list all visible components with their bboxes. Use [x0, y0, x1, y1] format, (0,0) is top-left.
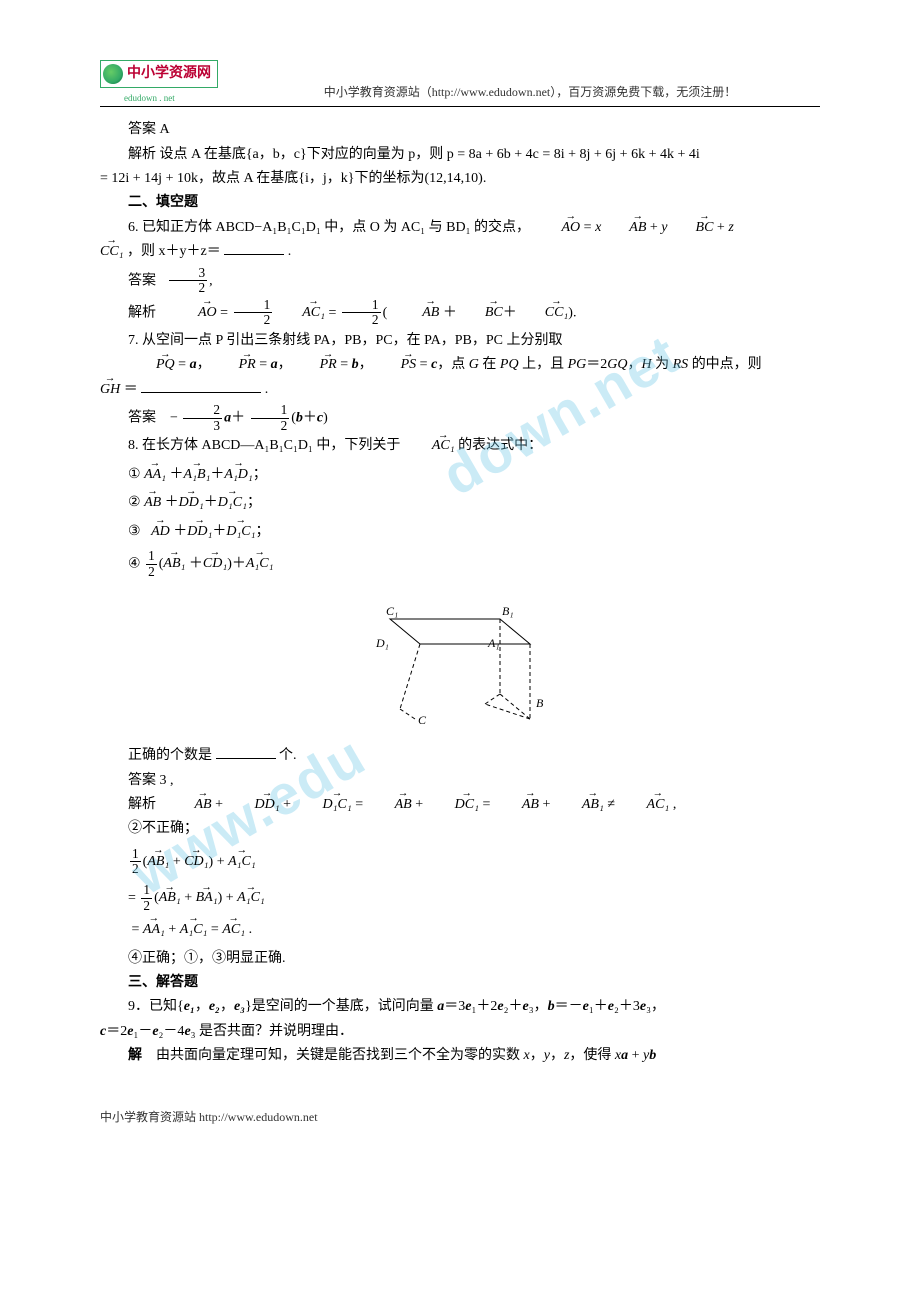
explanation-p2: = 12i + 14j + 10k，故点 A 在基底{i，j，k}下的坐标为(1…	[100, 168, 820, 190]
logo-text: 中小学资源网	[127, 63, 211, 85]
blank-q8	[216, 745, 276, 759]
q7-period: .	[265, 382, 269, 397]
fn6: 1	[130, 847, 141, 863]
header-divider	[100, 106, 820, 107]
q6-answer: 答案 3 2 ,	[100, 266, 820, 296]
q6-explanation: 解析 AO = 1 2 AC₁ = 1 2 ( AB ＋BC＋CC₁).	[100, 298, 820, 328]
q6: 6. 已知正方体 ABCD−A₁B₁C₁D₁ 中，点 O 为 AC₁ 与 BD₁…	[100, 217, 820, 239]
expl-label-3: 解析	[128, 797, 156, 812]
q9-line2: c＝2e₁－e₂－4e₃ 是否共面？并说明理由．	[100, 1021, 820, 1043]
vec-AO: AO	[533, 217, 580, 239]
q7-body: = a，PR = a，PR = b，PS = c，点 G 在 PQ 上，且 PG…	[178, 357, 762, 372]
q8-opt3: ③ AD ＋DD₁＋D₁C₁；	[128, 521, 820, 543]
frac-2-3: 2 3	[183, 403, 222, 433]
q8-opt1: ① AA₁ ＋A₁B₁＋A₁D₁；	[128, 464, 820, 486]
vec-GH: GH	[100, 379, 120, 401]
expl-text: 解析 设点 A 在基底{a，b，c}下对应的向量为 p，则 p = 8a + 6…	[128, 147, 700, 162]
globe-icon	[103, 64, 123, 84]
q8-explanation-5: = AA₁ + A₁C₁ = AC₁ .	[128, 919, 820, 941]
q8-tail: 的表达式中：	[458, 438, 542, 453]
q8-explanation-4: = 1 2 (AB₁ + BA₁) + A₁C₁	[128, 883, 820, 913]
blank-q6	[224, 241, 284, 255]
q9-solution: 解 由共面向量定理可知，关键是能否找到三个不全为零的实数 x，y，z，使得 xa…	[100, 1045, 820, 1067]
frac-half-2: 1 2	[342, 298, 381, 328]
fn5: 1	[146, 549, 157, 565]
q8-stem: 8. 在长方体 ABCD—A₁B₁C₁D₁ 中，下列关于	[128, 438, 400, 453]
answer-label-2: 答案	[128, 411, 156, 426]
vec-a: a	[224, 411, 231, 426]
fd3: 3	[183, 419, 222, 434]
blank-q7	[141, 379, 261, 393]
q8-explanation-3: 1 2 (AB₁ + CD₁) + A₁C₁	[128, 847, 820, 877]
q8-explanation-1: 解析 AB + DD₁ + D₁C₁ = AB + DC₁ = AB + AB₁…	[100, 794, 820, 816]
circ4: ④	[128, 556, 141, 571]
eq-2: =	[329, 305, 337, 320]
q8-count-a: 正确的个数是	[128, 748, 212, 763]
frac-num: 3	[169, 266, 208, 282]
fd6: 2	[130, 862, 141, 877]
q8-opt4: ④ 1 2 (AB₁ ＋CD₁)＋A₁C₁	[128, 549, 820, 579]
q7-line2: PQ = a，PR = a，PR = b，PS = c，点 G 在 PQ 上，且…	[100, 354, 820, 376]
explanation-p: 解析 设点 A 在基底{a，b，c}下对应的向量为 p，则 p = 8a + 6…	[100, 144, 820, 166]
frac-1-2b: 1 2	[251, 403, 290, 433]
q9-line1: 9．已知{e₁，e₂，e₃}是空间的一个基底，试问向量 a＝3e₁＋2e₂＋e₃…	[100, 996, 820, 1018]
eq-4: =	[128, 890, 139, 905]
header: 中小学资源网 edudown . net 中小学教育资源站（http://www…	[100, 60, 820, 107]
fn2: 1	[342, 298, 381, 314]
q6-rhs: = xAB + yBC + z	[584, 220, 734, 235]
q7-answer: 答案 − 2 3 a＋ 1 2 (b＋c)	[100, 403, 820, 433]
q6-line2: CC₁ ，则 x＋y＋z＝ .	[100, 241, 820, 263]
label-C1: C₁	[386, 604, 398, 618]
q6-stem: 6. 已知正方体 ABCD−A₁B₁C₁D₁ 中，点 O 为 AC₁ 与 BD₁…	[128, 220, 530, 235]
fn3: 2	[183, 403, 222, 419]
frac-half-3: 1 2	[146, 549, 157, 579]
label-B1: B₁	[502, 604, 514, 618]
q6-ans-tail: ,	[209, 273, 213, 288]
q8: 8. 在长方体 ABCD—A₁B₁C₁D₁ 中，下列关于 AC₁ 的表达式中：	[100, 435, 820, 457]
q7: 7. 从空间一点 P 引出三条射线 PA，PB，PC，在 PA，PB，PC 上分…	[100, 330, 820, 352]
label-B: B	[536, 696, 544, 710]
frac-half-5: 1 2	[141, 883, 152, 913]
q8-count-b: 个.	[279, 748, 297, 763]
site-logo: 中小学资源网	[100, 60, 218, 88]
q8-opt2: ② AB ＋DD₁＋D₁C₁；	[128, 492, 820, 514]
frac-half-4: 1 2	[130, 847, 141, 877]
q8-count: 正确的个数是 个.	[100, 745, 820, 767]
label-D1: D₁	[375, 636, 389, 650]
section-3-title: 三、解答题	[100, 972, 820, 994]
fd2: 2	[342, 313, 381, 328]
eq-sign: =	[220, 305, 228, 320]
eq-3: ＝	[124, 382, 138, 397]
q8-explanation-6: ④正确；①，③明显正确.	[100, 948, 820, 970]
vec-PQ: PQ	[128, 354, 175, 376]
fd4: 2	[251, 419, 290, 434]
cuboid-diagram: C₁ B₁ D₁ A₁ C B	[340, 589, 580, 739]
vec-AO-2: AO	[170, 302, 217, 324]
frac-3-2: 3 2	[169, 266, 208, 296]
vec-AC1-q8: AC₁	[404, 435, 455, 457]
q8-explanation-2: ②不正确；	[100, 818, 820, 840]
answer-label: 答案	[128, 273, 156, 288]
fd: 2	[234, 313, 273, 328]
content-body: 答案 A 解析 设点 A 在基底{a，b，c}下对应的向量为 p，则 p = 8…	[100, 119, 820, 1067]
header-banner: 中小学教育资源站（http://www.edudown.net），百万资源免费下…	[240, 83, 820, 102]
label-C: C	[418, 713, 427, 727]
fn: 1	[234, 298, 273, 314]
fn7: 1	[141, 883, 152, 899]
minus: −	[170, 411, 178, 426]
vec-AC1: AC₁	[274, 302, 325, 324]
q7-line3: GH ＝ .	[100, 379, 820, 401]
fd5: 2	[146, 565, 157, 580]
vec-CC1: CC₁	[100, 241, 124, 263]
answer-a: 答案 A	[100, 119, 820, 141]
label-A1: A₁	[487, 636, 500, 650]
frac-half-1: 1 2	[234, 298, 273, 328]
footer: 中小学教育资源站 http://www.edudown.net	[100, 1108, 820, 1127]
q6-period: .	[288, 244, 292, 259]
expl-label: 解析	[128, 305, 156, 320]
q6-tail: ，则 x＋y＋z＝	[127, 244, 221, 259]
fn4: 1	[251, 403, 290, 419]
